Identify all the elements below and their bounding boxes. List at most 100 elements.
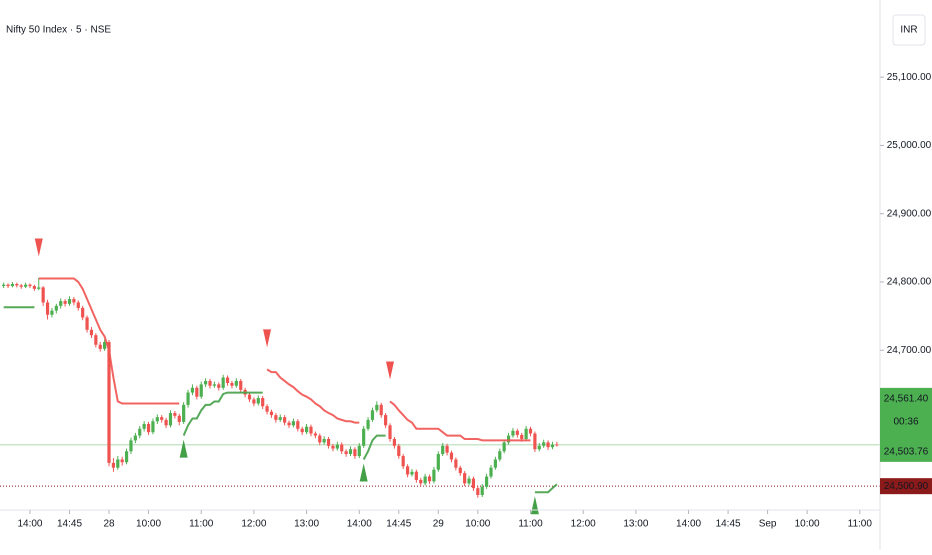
candle-body [432,469,436,482]
candle-body [6,284,10,287]
x-tick-label: 14:45 [386,519,411,530]
candle-body [344,451,348,455]
previous-close-label: 24,500.90 [884,481,929,492]
x-tick-label: 11:00 [848,519,873,530]
x-tick-label: 14:00 [17,519,42,530]
candle-body [480,486,484,495]
candle-body [124,451,129,463]
chart-title: Nifty 50 Index · 5 · NSE [6,25,111,36]
candle-body [335,444,339,449]
candle-body [239,380,243,390]
last-price-label: 24,561.40 [884,394,929,405]
y-tick-label: 24,900.00 [887,208,932,219]
candle-body [37,287,41,289]
candle-body [401,456,405,467]
candle-body [555,444,559,446]
y-tick-label: 25,000.00 [887,140,932,151]
candle-body [520,434,524,439]
x-tick-label: 10:00 [795,519,820,530]
candle-body [296,421,300,429]
candle-body [318,435,322,443]
candle-body [208,380,212,386]
y-tick-label: 24,800.00 [887,277,932,288]
candle-body [326,438,331,446]
candle-body [225,377,230,384]
candle-body [67,299,72,304]
x-tick-label: Sep [759,519,777,530]
candle-body [261,398,265,407]
candle-body [45,302,50,315]
candle-body [10,284,15,287]
candle-body [155,417,159,422]
candle-body [204,380,208,385]
candle-body [230,383,234,386]
x-tick-label: 14:00 [347,519,372,530]
candle-body [405,466,410,475]
candle-body [151,421,155,433]
candle-body [375,404,379,411]
candle-body [19,285,23,287]
candle-body [217,384,221,388]
candle-body [397,445,401,457]
candle-body [506,435,511,443]
candle-body [410,471,414,475]
currency-label[interactable]: INR [900,25,917,36]
x-tick-label: 13:00 [623,519,648,530]
candle-body [454,459,458,468]
candle-body [133,435,137,441]
candle-body [524,428,528,439]
x-tick-label: 14:00 [676,519,701,530]
candle-body [94,335,98,345]
candle-body [138,428,142,436]
x-tick-label: 29 [433,519,445,530]
candle-body [291,421,296,426]
x-tick-label: 11:00 [189,519,214,530]
candle-body [370,410,375,420]
supertrend-label: 24,503.76 [884,447,929,458]
candle-body [182,404,186,422]
x-tick-label: 28 [103,519,115,530]
sell-signal [263,329,272,348]
candle-body [72,299,76,303]
currency-button[interactable] [892,14,926,46]
candle-body [304,426,309,433]
candle-body [467,478,471,484]
candle-body [458,467,462,474]
candle-body [212,384,216,386]
candle-body [287,422,291,426]
candle-body [498,451,502,460]
candle-body [419,479,423,484]
x-tick-label: 12:00 [241,519,266,530]
candle-body [15,284,19,286]
candle-body [32,286,36,289]
buy-signal [359,463,368,482]
candle-body [116,459,120,468]
candle-body [436,454,440,470]
x-tick-label: 10:00 [136,519,161,530]
candle-body [533,433,537,450]
candle-body [388,425,392,439]
supertrend-line [389,400,531,442]
candle-body [476,488,480,495]
candle-body [195,387,199,397]
candle-body [164,419,168,426]
candle-body [362,428,366,446]
candle-body [186,392,190,405]
countdown-label: 00:36 [893,417,918,428]
candle-body [515,430,519,435]
candle-body [274,415,278,420]
candle-body [269,411,274,416]
candle-body [313,433,317,436]
candle-body [427,476,432,482]
candle-body [471,478,476,489]
candle-body [89,329,94,336]
x-tick-label: 13:00 [294,519,319,530]
candle-body [546,442,550,448]
candle-body [28,284,32,287]
candle-body [265,406,269,412]
candle-body [129,440,133,452]
x-tick-label: 14:45 [57,519,82,530]
candle-body [111,462,116,468]
